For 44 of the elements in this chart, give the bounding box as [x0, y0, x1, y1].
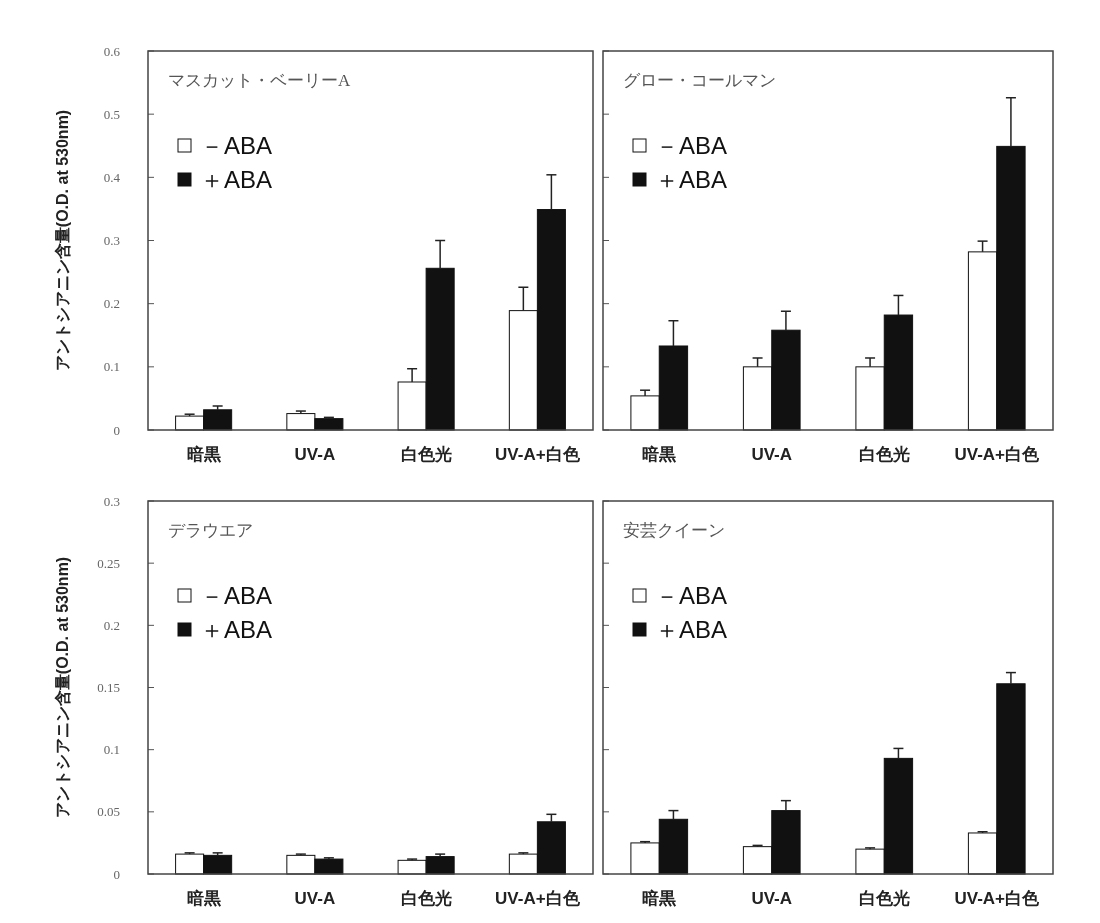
x-tick-label: UV-A — [751, 889, 793, 908]
x-tick-label: 暗黒 — [186, 445, 222, 464]
legend-label: －ABA — [655, 132, 728, 160]
text: 安芸クイーン — [623, 521, 725, 540]
legend-label: －ABA — [655, 582, 728, 610]
legend-label: －ABA — [200, 582, 273, 610]
legend-label: ＋ABA — [655, 616, 728, 644]
x-tick-label: 暗黒 — [186, 889, 222, 908]
y-tick-label: 0 — [113, 866, 120, 882]
text: グロー・コールマン — [623, 71, 776, 90]
x-tick-label: 白色光 — [400, 889, 452, 908]
legend-label: －ABA — [200, 132, 273, 160]
x-tick-label: 白色光 — [400, 445, 452, 464]
legend-label: ＋ABA — [200, 166, 273, 194]
y-tick-label: 0.2 — [103, 296, 120, 312]
y-tick-label: 0.1 — [103, 742, 120, 758]
legend-label: ＋ABA — [655, 166, 728, 194]
y-tick-label: 0.4 — [103, 169, 121, 185]
y-tick-label: 0.1 — [103, 359, 120, 375]
y-tick-label: 0.3 — [103, 233, 120, 249]
x-tick-label: UV-A+白色 — [954, 445, 1041, 464]
x-tick-label: 白色光 — [858, 445, 910, 464]
y-tick-label: 0.5 — [103, 106, 120, 122]
x-tick-label: UV-A+白色 — [495, 445, 581, 464]
y-tick-label: 0.05 — [97, 804, 120, 820]
x-tick-label: UV-A — [294, 889, 336, 908]
x-tick-label: UV-A+白色 — [954, 889, 1041, 908]
x-tick-label: UV-A — [751, 445, 793, 464]
x-tick-label: UV-A+白色 — [495, 889, 581, 908]
y-tick-label: 0.15 — [97, 680, 120, 696]
y-tick-label: 0.6 — [103, 43, 121, 59]
y-tick-label: 0.3 — [103, 493, 120, 509]
x-tick-label: 暗黒 — [642, 889, 678, 908]
x-tick-label: 白色光 — [858, 889, 910, 908]
x-tick-label: 暗黒 — [642, 445, 678, 464]
y-tick-label: 0 — [113, 422, 120, 438]
y-axis-title: アントシアニン含量(O.D. at 530nm) — [54, 109, 71, 372]
y-axis-title: アントシアニン含量(O.D. at 530nm) — [54, 556, 71, 819]
text: デラウエア — [168, 521, 253, 540]
legend-label: ＋ABA — [200, 616, 273, 644]
text: マスカット・ベーリーA — [168, 71, 351, 90]
y-tick-label: 0.25 — [97, 555, 120, 571]
x-tick-label: UV-A — [294, 445, 336, 464]
y-tick-label: 0.2 — [103, 617, 120, 633]
